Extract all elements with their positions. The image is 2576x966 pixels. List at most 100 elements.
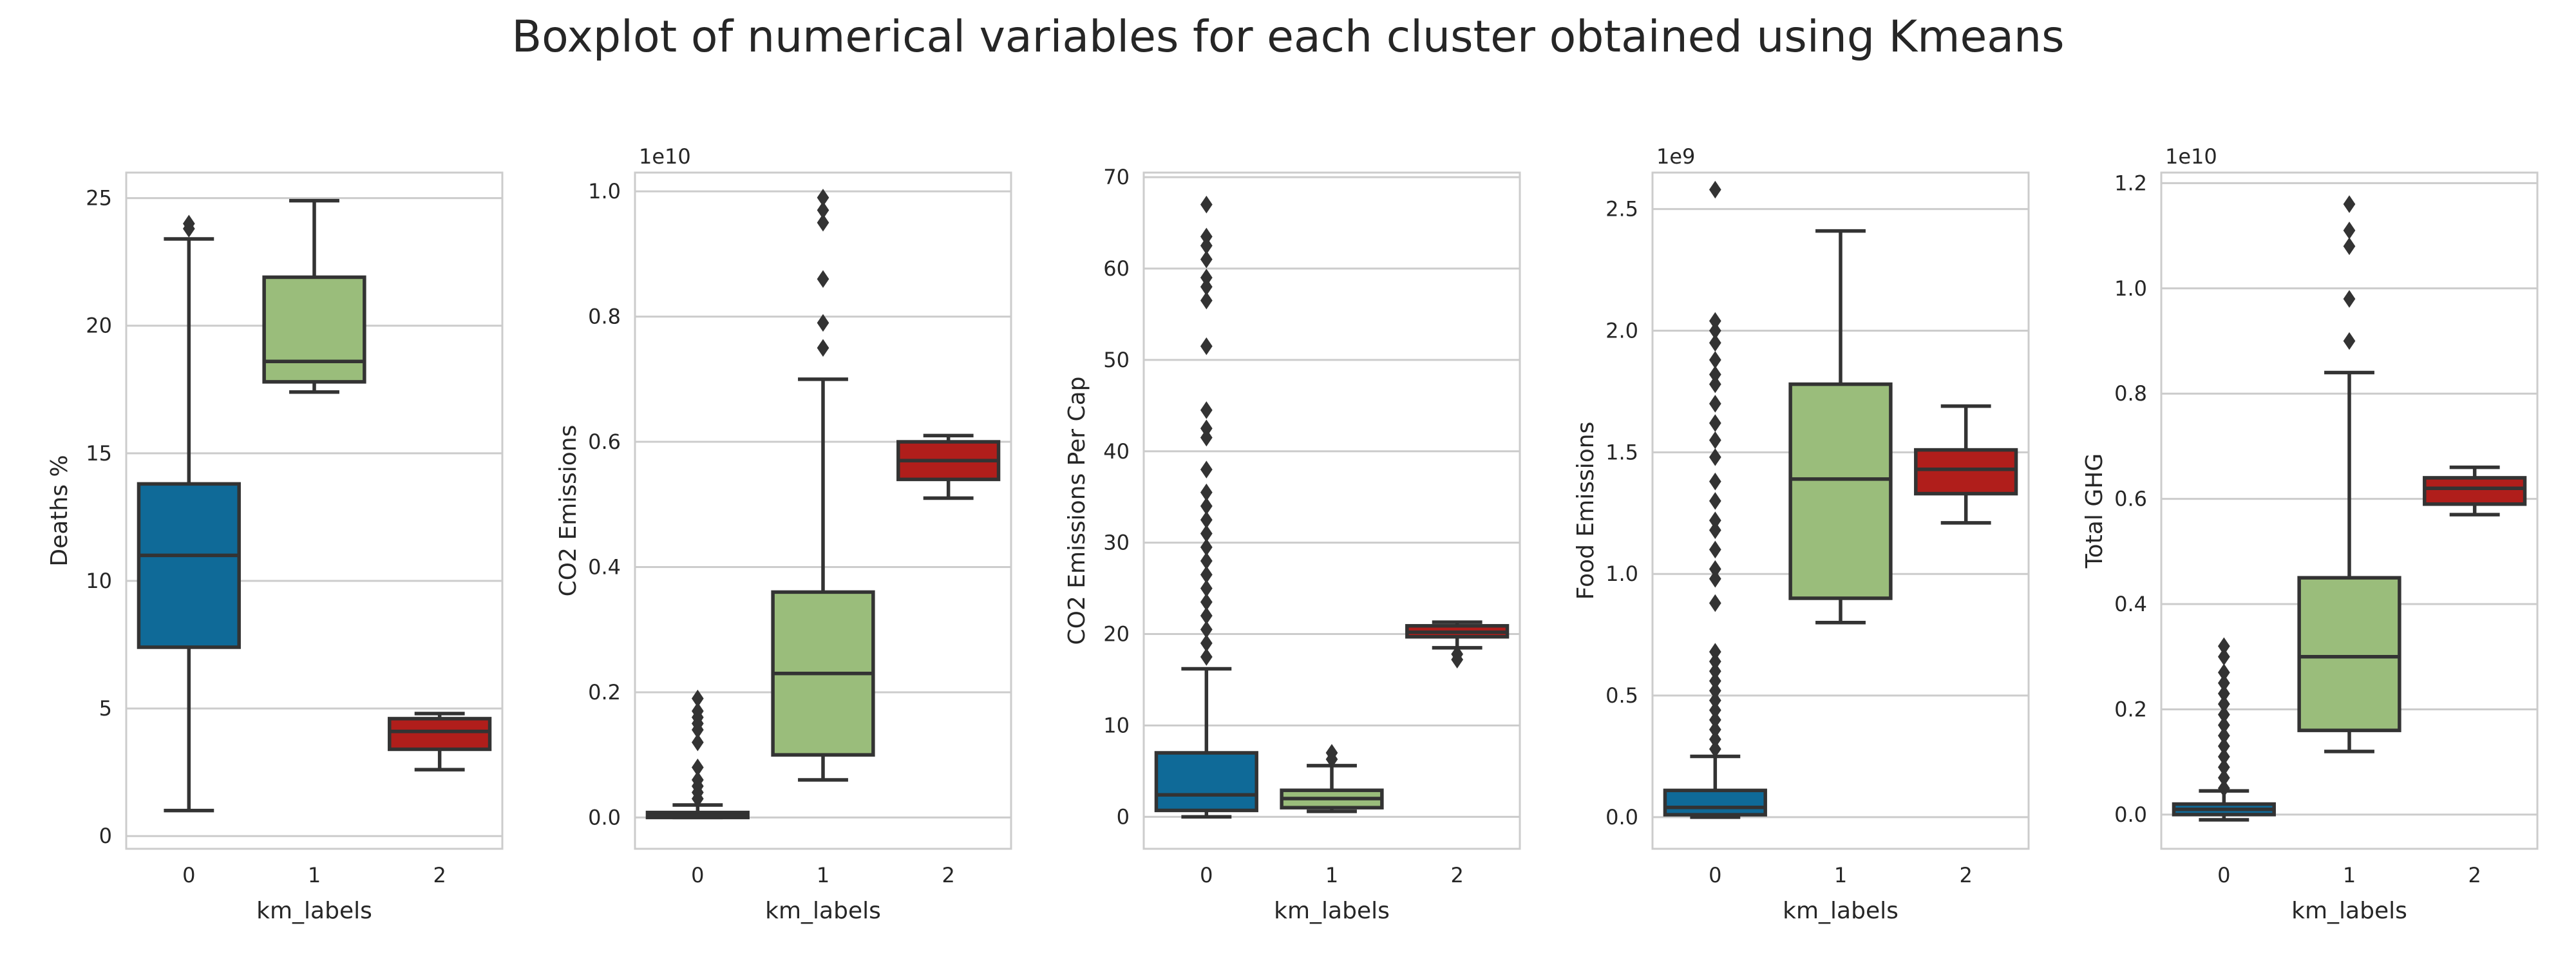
box-outlier xyxy=(1709,312,1721,330)
y-axis-label: Food Emissions xyxy=(1573,422,1599,600)
box-outlier xyxy=(1709,365,1721,384)
box-outlier xyxy=(2217,737,2230,755)
box-outlier xyxy=(2217,663,2230,682)
box-outlier xyxy=(1709,511,1721,529)
x-axis-label: km_labels xyxy=(765,898,881,924)
box-outlier xyxy=(2217,716,2230,734)
box-outlier xyxy=(1709,351,1721,369)
box-outlier xyxy=(2343,195,2356,213)
y-tick-label: 1.0 xyxy=(588,179,621,204)
box-outlier xyxy=(1709,395,1721,413)
box-outlier xyxy=(1200,524,1213,543)
y-tick-label: 25 xyxy=(86,186,112,211)
chart-suptitle: Boxplot of numerical variables for each … xyxy=(511,12,2065,62)
box-outlier xyxy=(1709,560,1721,578)
box-outlier xyxy=(1200,552,1213,570)
box-outlier xyxy=(817,201,829,220)
y-tick-label: 0 xyxy=(1117,804,1130,829)
box-outlier xyxy=(2217,779,2230,797)
box-outlier xyxy=(691,733,704,752)
box-outlier xyxy=(1709,730,1721,748)
box-outlier xyxy=(1709,662,1721,681)
box-body xyxy=(1788,382,1893,600)
box-outlier xyxy=(1709,414,1721,432)
box-outlier xyxy=(1200,593,1213,611)
x-axis-label: km_labels xyxy=(1783,898,1899,924)
box-outlier xyxy=(691,758,704,777)
box-body xyxy=(1914,448,2018,496)
x-tick-label: 1 xyxy=(1325,863,1338,887)
axes-frame xyxy=(634,171,1012,850)
axes-frame xyxy=(1142,171,1521,850)
box-outlier xyxy=(182,214,195,232)
y-tick-label: 0.4 xyxy=(588,555,621,580)
box-outlier xyxy=(1709,570,1721,588)
y-tick-label: 20 xyxy=(86,314,112,338)
x-tick-label: 0 xyxy=(691,863,704,887)
box-outlier xyxy=(1200,620,1213,639)
box-outlier xyxy=(1200,291,1213,310)
box-outlier xyxy=(817,270,829,289)
box-outlier xyxy=(2217,705,2230,724)
box-outlier xyxy=(2217,726,2230,745)
box-outlier xyxy=(1200,497,1213,515)
y-axis-label: CO2 Emissions xyxy=(555,425,582,597)
y-tick-label: 10 xyxy=(86,569,112,593)
axes-frame xyxy=(125,171,504,850)
y-tick-label: 5 xyxy=(99,696,112,721)
box-outlier xyxy=(2217,695,2230,714)
box-body xyxy=(1154,751,1258,813)
box-body xyxy=(1663,788,1767,817)
y-tick-label: 1.0 xyxy=(2114,276,2147,301)
x-tick-label: 1 xyxy=(2343,863,2356,887)
box-outlier xyxy=(1200,269,1213,287)
box-body xyxy=(262,275,366,384)
x-tick-label: 1 xyxy=(817,863,829,887)
box-outlier xyxy=(1709,540,1721,559)
box-outlier xyxy=(1709,711,1721,729)
box-outlier xyxy=(1200,419,1213,438)
box-outlier xyxy=(1709,740,1721,758)
x-tick-label: 1 xyxy=(1834,863,1847,887)
y-tick-label: 30 xyxy=(1103,531,1130,555)
box-outlier xyxy=(2217,758,2230,777)
box-outlier xyxy=(1709,492,1721,510)
box-outlier xyxy=(1709,180,1721,199)
y-tick-label: 0 xyxy=(99,824,112,848)
x-tick-label: 0 xyxy=(1200,863,1213,887)
box-outlier xyxy=(691,689,704,708)
y-axis-label: Deaths % xyxy=(46,455,73,566)
box-outlier xyxy=(1200,251,1213,269)
box-body xyxy=(388,717,492,752)
box-body xyxy=(137,482,241,649)
axes-frame xyxy=(1651,171,2030,850)
box-outlier xyxy=(817,189,829,207)
y-tick-label: 0.6 xyxy=(2114,487,2147,511)
box-outlier xyxy=(1709,375,1721,393)
box-outlier xyxy=(1709,521,1721,539)
y-axis-label: Total GHG xyxy=(2081,453,2108,569)
y-tick-label: 1.2 xyxy=(2114,171,2147,195)
x-axis-label: km_labels xyxy=(256,898,372,924)
box-outlier xyxy=(1709,321,1721,340)
y-tick-label: 0.0 xyxy=(1605,805,1638,829)
box-outlier xyxy=(1200,634,1213,652)
y-tick-label: 2.5 xyxy=(1605,197,1638,222)
y-tick-label: 10 xyxy=(1103,713,1130,737)
axes-frame xyxy=(2160,171,2539,850)
box-outlier xyxy=(1200,460,1213,478)
box-body xyxy=(2297,576,2401,732)
box-outlier xyxy=(1709,431,1721,450)
box-outlier xyxy=(1200,483,1213,502)
y-tick-label: 60 xyxy=(1103,256,1130,281)
box-outlier xyxy=(1200,565,1213,584)
box-outlier xyxy=(1200,227,1213,246)
box-outlier xyxy=(817,214,829,232)
box-outlier xyxy=(1709,472,1721,491)
box-outlier xyxy=(2217,768,2230,787)
y-offset-text: 1e10 xyxy=(639,144,691,169)
box-outlier xyxy=(1200,195,1213,214)
box-outlier xyxy=(2343,237,2356,256)
box-outlier xyxy=(1709,691,1721,710)
box-outlier xyxy=(1709,721,1721,739)
